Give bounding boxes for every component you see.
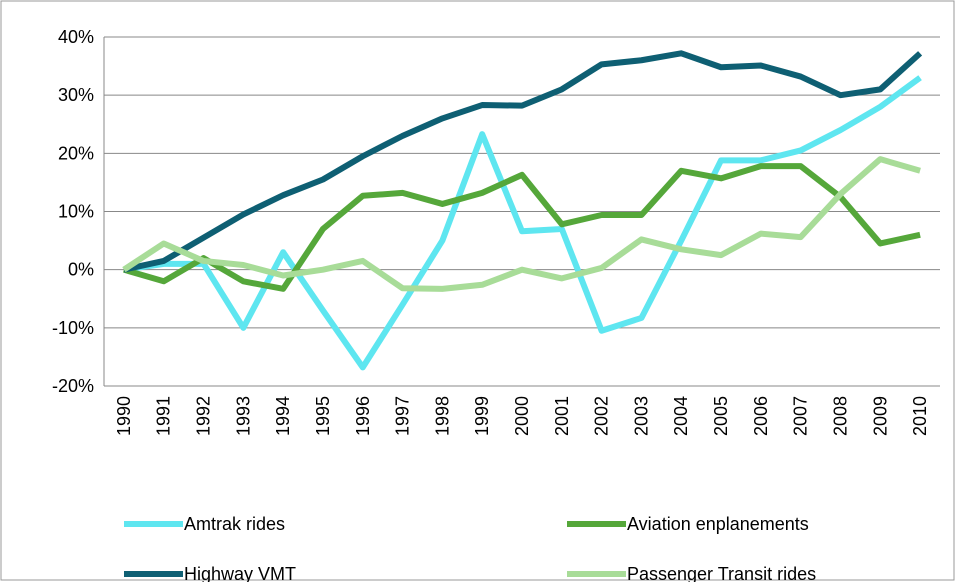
series-line [123, 50, 923, 273]
x-tick-label: 1997 [393, 396, 413, 436]
x-tick-label: 2007 [791, 396, 811, 436]
x-tick-label: 2003 [631, 396, 651, 436]
y-tick-label: -10% [52, 318, 94, 338]
x-tick-label: 1995 [313, 396, 333, 436]
x-tick-label: 2001 [552, 396, 572, 436]
x-tick-label: 1998 [432, 396, 452, 436]
x-tick-label: 1993 [233, 396, 253, 436]
series-line [123, 75, 922, 371]
y-tick-label: 10% [58, 202, 94, 222]
x-tick-label: 2000 [512, 396, 532, 436]
x-tick-label: 2008 [830, 396, 850, 436]
x-tick-label: 1990 [114, 396, 134, 436]
y-tick-label: 30% [58, 85, 94, 105]
y-tick-label: 0% [68, 260, 94, 280]
series-line [122, 156, 921, 292]
x-tick-label: 1994 [273, 396, 293, 436]
legend-label: Amtrak rides [184, 514, 285, 534]
x-tick-label: 1991 [154, 396, 174, 436]
x-tick-label: 2009 [870, 396, 890, 436]
x-tick-label: 2002 [592, 396, 612, 436]
y-tick-label: 40% [58, 27, 94, 47]
x-tick-label: 1999 [472, 396, 492, 436]
x-tick-label: 2006 [751, 396, 771, 436]
y-tick-label: -20% [52, 376, 94, 396]
x-tick-label: 2010 [910, 396, 930, 436]
y-tick-label: 20% [58, 143, 94, 163]
legend-label: Passenger Transit rides [627, 564, 816, 582]
series-line [123, 163, 921, 292]
x-tick-label: 2005 [711, 396, 731, 436]
x-tick-label: 1996 [353, 396, 373, 436]
legend-label: Highway VMT [184, 564, 296, 582]
legend-label: Aviation enplanements [627, 514, 809, 534]
x-tick-label: 1992 [194, 396, 214, 436]
x-tick-label: 2004 [671, 396, 691, 436]
